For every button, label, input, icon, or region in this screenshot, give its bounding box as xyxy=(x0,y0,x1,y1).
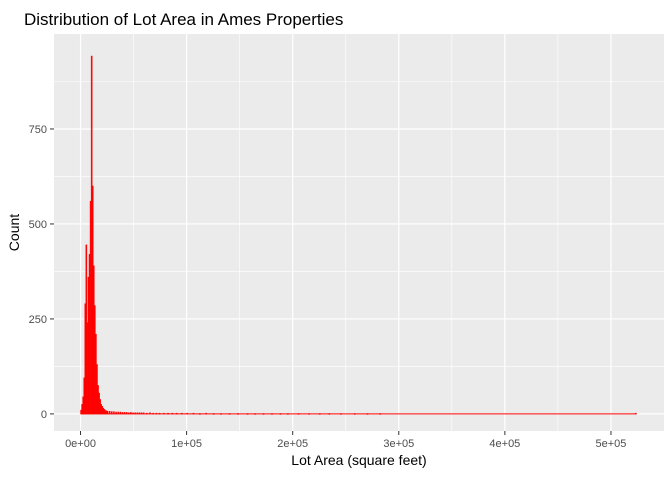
histogram-bar xyxy=(158,412,161,415)
x-tick-label: 2e+05 xyxy=(277,438,308,450)
histogram-bar xyxy=(287,413,289,415)
histogram-bar xyxy=(228,413,231,415)
histogram-bar xyxy=(205,412,208,415)
axes: 0e+00 1e+05 2e+05 3e+05 4e+05 5e+05 0 250 500 750 xyxy=(29,124,627,450)
y-tick-label: 500 xyxy=(29,219,47,231)
histogram-bar xyxy=(635,412,637,415)
histogram-bar xyxy=(192,412,195,415)
chart-title: Distribution of Lot Area in Ames Propert… xyxy=(24,10,343,29)
histogram-bar xyxy=(262,413,265,415)
y-axis-title: Count xyxy=(6,214,22,251)
histogram-bar xyxy=(125,412,128,415)
histogram-bar xyxy=(113,411,115,415)
histogram-bar xyxy=(136,412,139,415)
histogram-bar xyxy=(152,412,154,415)
histogram-bar xyxy=(115,411,117,415)
plot-panel xyxy=(54,34,664,431)
histogram-bar xyxy=(175,412,178,415)
histogram-bar xyxy=(106,410,109,415)
histogram-bar xyxy=(119,411,122,415)
histogram-bar xyxy=(199,413,201,415)
histogram-bar xyxy=(297,413,300,415)
histogram-bar xyxy=(138,412,141,415)
histogram-bar xyxy=(181,412,183,415)
histogram-bar xyxy=(279,413,282,415)
histogram-bar xyxy=(308,413,310,415)
histogram-bar xyxy=(163,412,165,415)
y-tick-label: 0 xyxy=(41,409,47,421)
histogram-bar xyxy=(246,413,249,415)
histogram-bar xyxy=(108,410,111,415)
histogram-bar xyxy=(340,413,342,415)
histogram-bar xyxy=(237,413,239,415)
histogram-bar xyxy=(318,413,321,415)
histogram-bar xyxy=(379,413,381,415)
histogram-bar xyxy=(171,412,174,415)
histogram-bar xyxy=(167,412,169,415)
histogram-bar xyxy=(146,412,148,415)
histogram-bar xyxy=(366,413,369,415)
x-tick-label: 4e+05 xyxy=(489,438,520,450)
y-tick-label: 750 xyxy=(29,124,47,136)
histogram-bar xyxy=(149,412,151,415)
histogram-bar xyxy=(121,412,124,415)
histogram-bar xyxy=(134,412,136,415)
histogram-bars xyxy=(80,55,637,415)
x-tick-label: 1e+05 xyxy=(171,438,202,450)
histogram-bar xyxy=(132,412,134,415)
x-tick-label: 0e+00 xyxy=(65,438,96,450)
histogram-bar xyxy=(128,412,130,415)
grid-lines xyxy=(54,34,664,431)
histogram-bar xyxy=(155,412,158,415)
histogram-bar xyxy=(212,413,215,415)
histogram-bar xyxy=(271,413,273,415)
histogram-bar xyxy=(142,412,145,415)
histogram-bar xyxy=(117,411,119,415)
y-tick-label: 250 xyxy=(29,314,47,326)
histogram-bar xyxy=(328,413,331,415)
x-axis-title: Lot Area (square feet) xyxy=(291,452,426,468)
histogram-bar xyxy=(353,413,356,415)
histogram-bar xyxy=(254,413,256,415)
histogram-bar xyxy=(140,412,143,415)
histogram-bar xyxy=(220,413,222,415)
x-tick-label: 5e+05 xyxy=(596,438,627,450)
histogram-bar xyxy=(130,412,132,415)
histogram-bar xyxy=(123,412,126,415)
histogram-bar xyxy=(186,412,188,415)
x-tick-label: 3e+05 xyxy=(383,438,414,450)
histogram-bar xyxy=(111,411,113,415)
